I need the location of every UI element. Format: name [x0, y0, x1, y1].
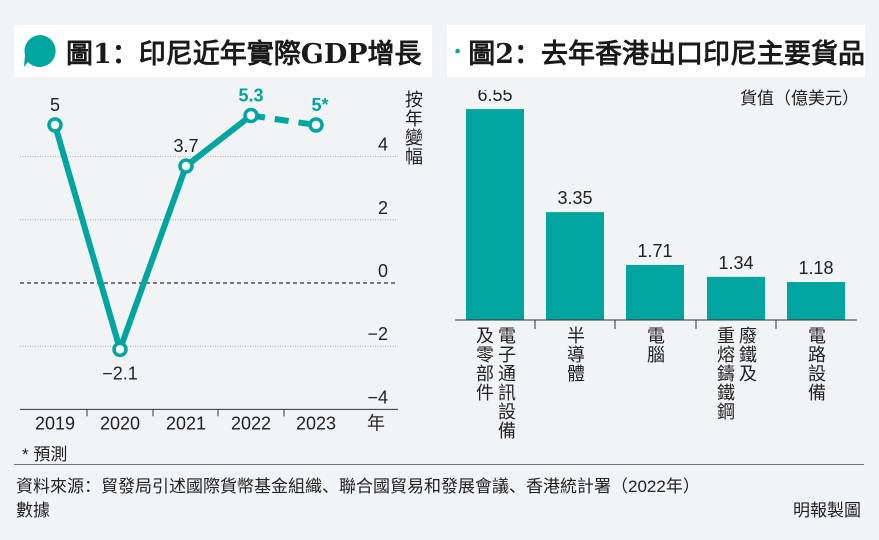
speech-bubble-icon: [24, 35, 56, 67]
bar-value-label: 6.55: [477, 90, 512, 105]
data-label: 3.7: [173, 136, 198, 156]
x-tick-label: 2021: [166, 413, 206, 433]
exports-bar-chart: 6.55 3.35 1.71 1.34 1.18: [455, 90, 857, 329]
forecast-line-segment: [250, 112, 317, 128]
y-tick-label: 2: [378, 198, 388, 218]
bar: [787, 282, 845, 320]
y-tick-label: 0: [378, 261, 388, 281]
credit-text: 明報製圖: [793, 501, 861, 520]
chart2-title-box: 圖2：去年香港出口印尼主要貨品: [447, 25, 865, 77]
data-point: [308, 117, 324, 133]
y-axis-label: 按年變幅: [403, 90, 423, 166]
gdp-line-chart: 4 2 0 −2 −4 2019 2020 2021 2022 2023 年 5 −2.1 3.7 5.…: [20, 86, 398, 433]
forecast-note: * 預測: [22, 445, 68, 464]
source-text-continued: 數據: [16, 501, 50, 520]
bar-value-label: 1.34: [718, 253, 753, 273]
data-point: [243, 107, 259, 124]
data-label: −2.1: [102, 363, 138, 383]
bar-category-label: 電腦: [645, 326, 665, 364]
data-label: 5.3: [238, 86, 263, 106]
footer-divider: [14, 464, 864, 465]
data-label: 5*: [311, 95, 328, 115]
bar-category-label: 電路設備: [806, 326, 826, 402]
data-label: 5: [50, 95, 60, 115]
bar-value-label: 1.18: [798, 258, 833, 278]
x-tick-label: 2023: [296, 413, 336, 433]
x-tick-label: 2020: [100, 413, 140, 433]
line-segment: [52, 124, 123, 351]
bar-value-label: 1.71: [637, 241, 672, 261]
x-tick-label: 2022: [231, 413, 271, 433]
data-point: [112, 341, 128, 358]
bar: [466, 109, 524, 320]
source-text: 資料來源：貿發局引述國際貨幣基金組織、聯合國貿易和發展會議、香港統計署（2022…: [16, 477, 700, 496]
x-axis-unit: 年: [367, 413, 385, 433]
y-tick-label: −2: [367, 324, 388, 344]
speech-bubble-icon: [455, 48, 460, 54]
line-segment: [184, 113, 253, 169]
bar-value-label: 3.35: [557, 188, 592, 208]
data-point: [178, 158, 194, 174]
line-segment: [117, 165, 189, 351]
chart1-title-box: 圖1：印尼近年實際GDP增長: [14, 25, 432, 77]
bar-category-label: 半導體: [565, 326, 585, 383]
bar-category-label: 電子通訊設備 及零部件: [474, 326, 516, 440]
chart1-title: 圖1：印尼近年實際GDP增長: [66, 38, 422, 70]
chart2-title: 圖2：去年香港出口印尼主要貨品: [468, 38, 865, 70]
unit-label: 貨值（億美元）: [740, 89, 859, 108]
x-tick-label: 2019: [35, 413, 75, 433]
bar: [626, 264, 684, 320]
bar-category-label: 廢鐵及 重熔鑄鐵鋼: [715, 326, 757, 421]
data-point: [47, 117, 63, 133]
bar: [707, 276, 765, 320]
bar: [546, 212, 604, 320]
y-tick-label: −4: [367, 387, 388, 407]
y-tick-label: 4: [378, 135, 388, 155]
